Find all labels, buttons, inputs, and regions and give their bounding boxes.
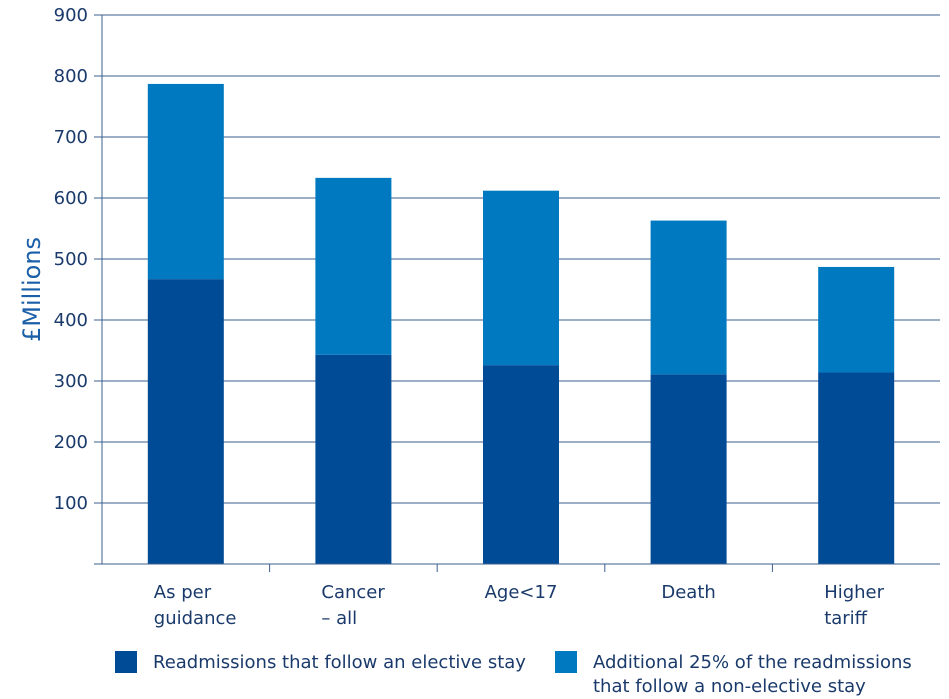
y-tick-label: 800 <box>54 66 88 87</box>
legend-label: Additional 25% of the readmissions that f… <box>593 652 912 697</box>
x-category-label: Age<17 <box>485 582 558 603</box>
x-category-label: Higher tariff <box>824 582 884 629</box>
y-axis-title: £Millions <box>18 237 46 342</box>
legend-swatch <box>115 651 137 673</box>
bar-elective <box>818 372 895 564</box>
y-tick-label: 700 <box>54 127 88 148</box>
x-axis-labels: As per guidance Cancer – all Age<17 Death High… <box>154 582 885 629</box>
y-tick-label: 200 <box>54 432 88 453</box>
y-tick-label: 500 <box>54 249 88 270</box>
y-tick-label: 300 <box>54 371 88 392</box>
y-tick-label: 100 <box>54 493 88 514</box>
axes <box>94 15 940 572</box>
x-category-label: As per guidance <box>154 582 237 629</box>
bar-non-elective <box>147 83 224 280</box>
bar-elective <box>483 365 559 564</box>
y-tick-label: 600 <box>54 188 88 209</box>
bar-non-elective <box>818 266 895 373</box>
bar-non-elective <box>483 190 559 366</box>
legend: Readmissions that follow an elective sta… <box>115 651 912 697</box>
bar-non-elective <box>650 220 727 375</box>
y-tick-label: 900 <box>54 5 88 26</box>
legend-swatch <box>555 651 577 673</box>
bar-elective <box>650 374 727 564</box>
x-category-label: Cancer – all <box>321 582 385 629</box>
x-category-label: Death <box>661 582 715 603</box>
bar-elective <box>147 279 224 564</box>
y-axis-ticks: 100 200 300 400 500 600 700 800 900 <box>54 5 102 514</box>
bar-non-elective <box>315 177 392 355</box>
bar-elective <box>315 354 392 564</box>
legend-label: Readmissions that follow an elective sta… <box>153 652 526 673</box>
y-tick-label: 400 <box>54 310 88 331</box>
bars <box>147 83 895 564</box>
